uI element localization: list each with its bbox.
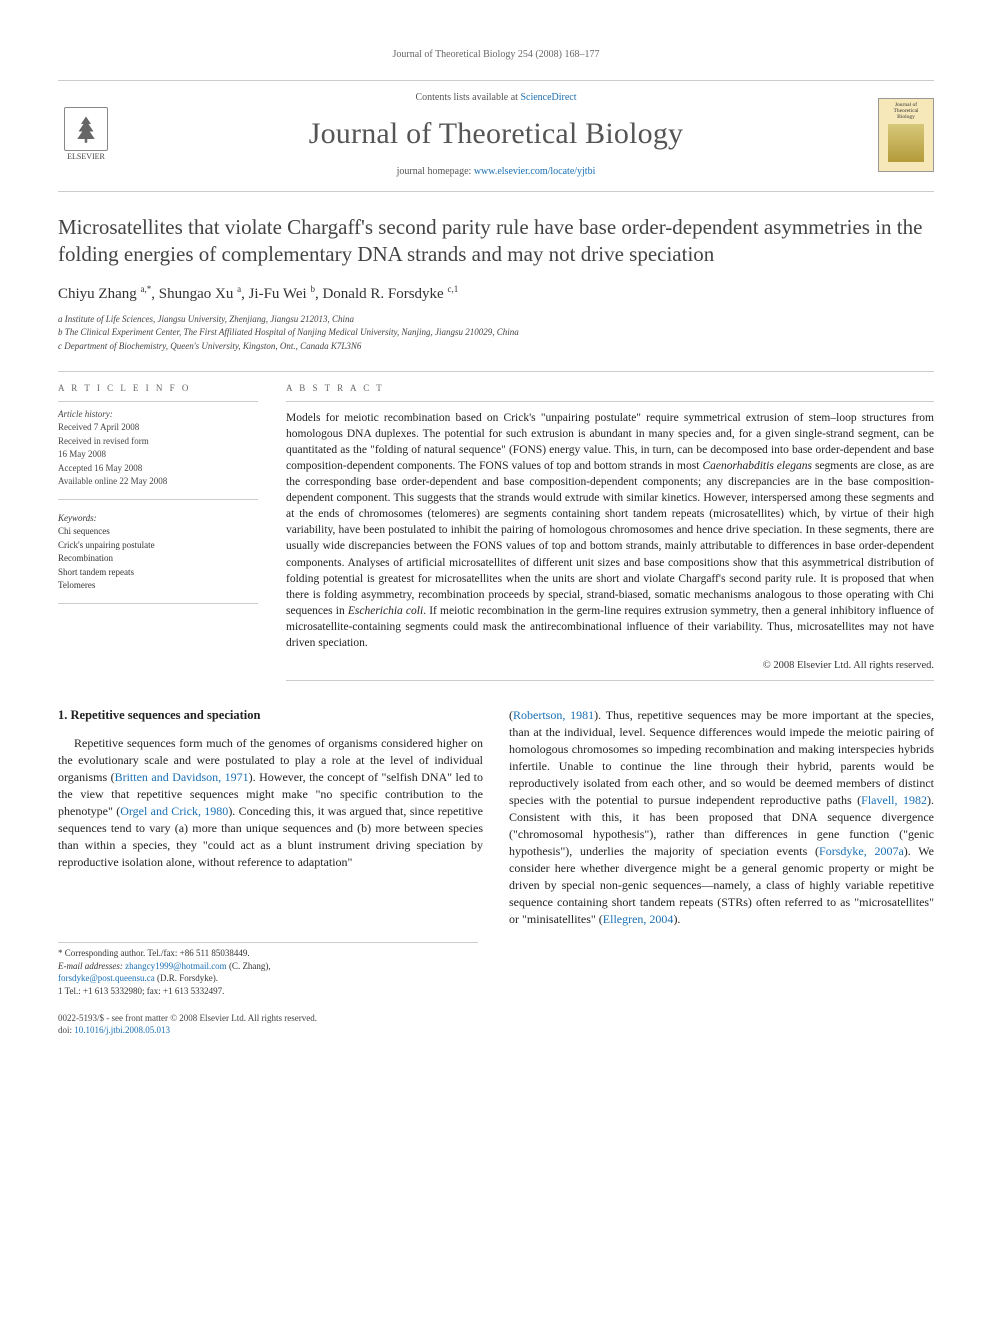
footer-doi-line: doi: 10.1016/j.jtbi.2008.05.013	[58, 1024, 934, 1037]
contents-available-line: Contents lists available at ScienceDirec…	[128, 91, 864, 105]
header-center: Contents lists available at ScienceDirec…	[128, 91, 864, 179]
doi-link[interactable]: 10.1016/j.jtbi.2008.05.013	[74, 1025, 170, 1035]
history-revised-line1: Received in revised form	[58, 435, 258, 449]
keyword-item: Telomeres	[58, 579, 258, 593]
body-paragraph: (Robertson, 1981). Thus, repetitive sequ…	[509, 707, 934, 928]
body-column-right: (Robertson, 1981). Thus, repetitive sequ…	[509, 707, 934, 928]
body-column-left: 1. Repetitive sequences and speciation R…	[58, 707, 483, 928]
journal-cover-thumbnail: Journal of Theoretical Biology	[878, 98, 934, 172]
section-heading-1: 1. Repetitive sequences and speciation	[58, 707, 483, 725]
citation-link[interactable]: Robertson, 1981	[513, 708, 594, 722]
cover-figure-icon	[888, 124, 924, 162]
divider	[286, 680, 934, 681]
footnote-corresponding: * Corresponding author. Tel./fax: +86 51…	[58, 947, 478, 960]
body-two-columns: 1. Repetitive sequences and speciation R…	[58, 707, 934, 928]
elsevier-logo: ELSEVIER	[58, 106, 114, 164]
email-label: E-mail addresses:	[58, 961, 125, 971]
copyright-line: © 2008 Elsevier Ltd. All rights reserved…	[286, 659, 934, 674]
body-paragraph: Repetitive sequences form much of the ge…	[58, 735, 483, 871]
divider	[58, 401, 258, 402]
elsevier-tree-icon	[64, 107, 108, 151]
journal-homepage-line: journal homepage: www.elsevier.com/locat…	[128, 165, 864, 179]
history-label: Article history:	[58, 408, 258, 422]
email-who-1: (C. Zhang),	[229, 961, 271, 971]
keyword-item: Recombination	[58, 552, 258, 566]
article-history: Article history: Received 7 April 2008 R…	[58, 408, 258, 489]
footer-front-matter: 0022-5193/$ - see front matter © 2008 El…	[58, 1012, 934, 1025]
tree-icon	[71, 114, 101, 144]
article-info-label: A R T I C L E I N F O	[58, 382, 258, 395]
page: Journal of Theoretical Biology 254 (2008…	[0, 0, 992, 1077]
history-revised-line2: 16 May 2008	[58, 448, 258, 462]
email-who-2: (D.R. Forsdyke).	[157, 973, 218, 983]
footnote-emails: E-mail addresses: zhangcy1999@hotmail.co…	[58, 960, 478, 985]
running-head: Journal of Theoretical Biology 254 (2008…	[58, 48, 934, 62]
email-link-forsdyke[interactable]: forsdyke@post.queensu.ca	[58, 973, 155, 983]
divider	[58, 499, 258, 500]
keyword-item: Chi sequences	[58, 525, 258, 539]
citation-link[interactable]: Ellegren, 2004	[603, 912, 674, 926]
affiliation-c: c Department of Biochemistry, Queen's Un…	[58, 340, 934, 354]
authors-list: Chiyu Zhang a,*, Shungao Xu a, Ji-Fu Wei…	[58, 283, 934, 305]
keywords-label: Keywords:	[58, 512, 258, 526]
elsevier-label: ELSEVIER	[67, 151, 105, 162]
affiliation-b: b The Clinical Experiment Center, The Fi…	[58, 326, 934, 340]
sciencedirect-link[interactable]: ScienceDirect	[520, 92, 576, 103]
keywords-block: Keywords: Chi sequences Crick's unpairin…	[58, 512, 258, 593]
footnotes: * Corresponding author. Tel./fax: +86 51…	[58, 942, 478, 997]
journal-homepage-link[interactable]: www.elsevier.com/locate/yjtbi	[474, 166, 596, 177]
email-link-zhang[interactable]: zhangcy1999@hotmail.com	[125, 961, 227, 971]
citation-link[interactable]: Flavell, 1982	[861, 793, 927, 807]
footer-bar: 0022-5193/$ - see front matter © 2008 El…	[58, 1012, 934, 1037]
affiliations: a Institute of Life Sciences, Jiangsu Un…	[58, 313, 934, 354]
article-title: Microsatellites that violate Chargaff's …	[58, 214, 934, 269]
affiliation-a: a Institute of Life Sciences, Jiangsu Un…	[58, 313, 934, 327]
article-info-column: A R T I C L E I N F O Article history: R…	[58, 372, 258, 681]
contents-prefix: Contents lists available at	[415, 92, 520, 103]
journal-header: ELSEVIER Contents lists available at Sci…	[58, 80, 934, 192]
info-abstract-row: A R T I C L E I N F O Article history: R…	[58, 372, 934, 681]
citation-link[interactable]: Britten and Davidson, 1971	[115, 770, 249, 784]
abstract-text: Models for meiotic recombination based o…	[286, 410, 934, 651]
abstract-column: A B S T R A C T Models for meiotic recom…	[286, 372, 934, 681]
abstract-label: A B S T R A C T	[286, 382, 934, 395]
citation-link[interactable]: Forsdyke, 2007a	[819, 844, 904, 858]
history-accepted: Accepted 16 May 2008	[58, 462, 258, 476]
journal-name: Journal of Theoretical Biology	[128, 113, 864, 155]
homepage-prefix: journal homepage:	[397, 166, 474, 177]
cover-title-line3: Biology	[897, 114, 915, 120]
divider	[58, 603, 258, 604]
footnote-tel: 1 Tel.: +1 613 5332980; fax: +1 613 5332…	[58, 985, 478, 998]
citation-link[interactable]: Orgel and Crick, 1980	[120, 804, 228, 818]
doi-label: doi:	[58, 1025, 72, 1035]
divider	[286, 401, 934, 402]
keyword-item: Short tandem repeats	[58, 566, 258, 580]
keyword-item: Crick's unpairing postulate	[58, 539, 258, 553]
history-received: Received 7 April 2008	[58, 421, 258, 435]
history-online: Available online 22 May 2008	[58, 475, 258, 489]
